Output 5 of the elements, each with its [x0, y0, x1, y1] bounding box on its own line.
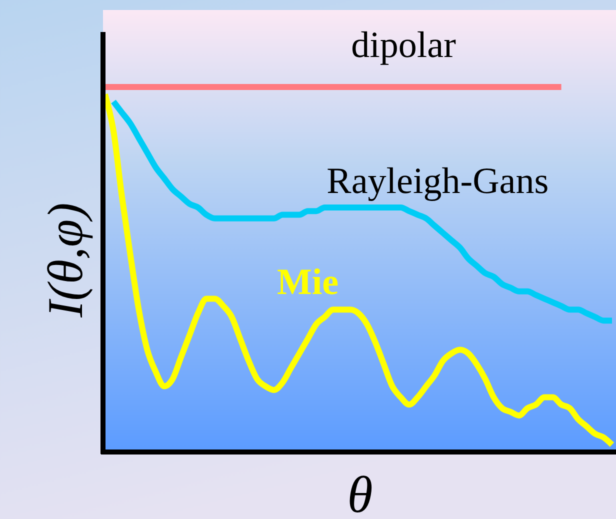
series-label: Rayleigh-Gans	[326, 160, 549, 202]
y-axis-title: I(θ,φ)	[37, 202, 93, 318]
series-label: Mie	[276, 262, 339, 303]
series-label: dipolar	[351, 25, 456, 66]
x-axis-title: θ	[347, 467, 373, 519]
